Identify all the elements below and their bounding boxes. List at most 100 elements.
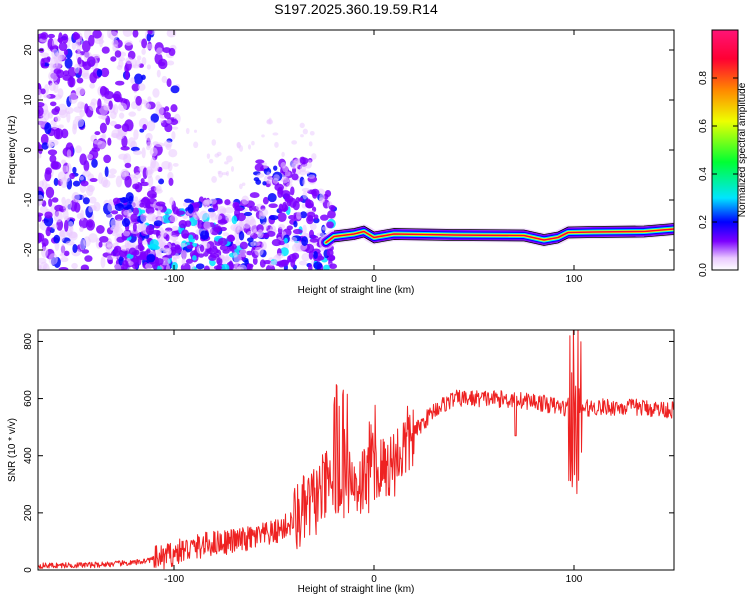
spectrogram-cell <box>45 186 55 199</box>
spectrogram-cell <box>115 80 125 86</box>
spectrogram-cell <box>110 224 118 231</box>
spectrogram-cell <box>141 56 147 66</box>
spectrogram-cell <box>69 172 76 180</box>
spectrogram-cell <box>291 162 297 170</box>
spectrogram-cell <box>58 124 64 129</box>
spectrogram-cell <box>80 209 85 221</box>
spectrogram-cell <box>261 241 267 251</box>
spectrogram-cell <box>103 104 110 111</box>
spectrogram-cell <box>211 139 217 146</box>
spectrogram-cell <box>274 141 279 148</box>
spectrogram-cell <box>58 42 68 52</box>
spectrogram-cell <box>49 101 57 107</box>
spectrogram-cell <box>38 105 44 117</box>
spectrogram-cell <box>63 250 70 257</box>
spectrogram-cell <box>213 204 219 212</box>
spectrogram-cell <box>147 96 152 102</box>
spectrogram-cell <box>87 220 94 228</box>
spectrogram-cell <box>154 52 163 65</box>
spectrogram-cell <box>59 256 69 263</box>
spectrogram-cell <box>295 196 301 204</box>
spectrogram-cell <box>164 123 173 133</box>
spectrogram-cell <box>84 103 89 114</box>
spectrogram-cell <box>62 74 72 81</box>
spectrogram-cell <box>96 225 105 234</box>
spectrogram-cell <box>299 211 308 219</box>
spectrogram-cell <box>110 250 121 257</box>
spectrogram-cell <box>114 50 122 58</box>
spectrogram-cell <box>263 165 268 169</box>
spectrogram-cell <box>125 57 134 65</box>
spectrogram-cell <box>190 262 195 270</box>
spectrogram-cell <box>220 263 230 270</box>
spectrogram-cell <box>68 92 78 104</box>
spectrogram-cell <box>137 236 143 246</box>
spectrogram-cell <box>130 213 138 223</box>
spectrogram-cell <box>277 212 287 223</box>
spectrogram-cell <box>205 243 211 249</box>
spectrogram-cell <box>268 203 278 209</box>
colorbar-gradient <box>711 29 739 271</box>
spectrogram-cell <box>64 106 74 115</box>
spectrogram-cell <box>121 218 131 227</box>
spectrogram-cell <box>38 144 43 155</box>
spectrogram-cell <box>296 211 302 220</box>
spectrogram-cell <box>246 237 254 243</box>
spectrogram-cell <box>81 249 90 254</box>
spectrogram-cell <box>76 118 85 127</box>
spectrogram-cell <box>145 166 153 179</box>
spectrogram-cell <box>146 120 156 132</box>
spectrogram-x-tick-label: 0 <box>371 274 377 285</box>
spectrogram-cell <box>301 253 310 262</box>
spectrogram-cell <box>68 231 78 241</box>
spectrogram-cell <box>224 206 235 214</box>
spectrogram-cell <box>142 124 147 131</box>
spectrogram-cell <box>239 249 248 258</box>
spectrogram-cell <box>40 58 45 69</box>
spectrogram-x-axis-label: Height of straight line (km) <box>298 285 415 296</box>
spectrogram-cell <box>41 142 49 150</box>
spectrogram-cell <box>323 264 330 270</box>
spectrogram-cell <box>72 180 81 187</box>
spectrogram-cell <box>316 232 325 237</box>
spectrogram-cell <box>92 30 102 39</box>
spectrogram-cell <box>152 88 160 98</box>
colorbar: 0.0 0.2 0.4 0.6 0.8 Normalized spectral ampl… <box>698 29 748 277</box>
spectrogram-cell <box>115 175 123 188</box>
spectrogram-cell <box>327 210 336 219</box>
spectrogram-cell <box>168 148 178 158</box>
spectrogram-cell <box>128 247 137 255</box>
spectrogram-cell <box>146 253 156 263</box>
spectrogram-cell <box>139 128 145 133</box>
spectrogram-blobs <box>38 30 338 270</box>
spectrogram-cell <box>253 177 260 182</box>
spectrogram-cell <box>230 166 235 172</box>
spectrogram-cell <box>184 220 192 227</box>
spectrogram-cell <box>124 175 132 188</box>
spectrogram-cell <box>308 229 315 239</box>
spectrogram-cell <box>299 260 308 266</box>
spectrogram-cell <box>54 106 61 113</box>
spectrogram-cell <box>40 88 46 95</box>
spectrogram-cell <box>80 180 89 187</box>
spectrogram-cell <box>44 211 53 219</box>
spectrogram-cell <box>171 225 179 231</box>
colorbar-tick-label: 0.0 <box>698 263 709 277</box>
spectrogram-cell <box>85 184 94 197</box>
spectrogram-cell <box>302 128 308 135</box>
spectrogram-cell <box>53 211 63 223</box>
spectrogram-cell <box>239 183 243 190</box>
spectrogram-cell <box>146 212 156 222</box>
spectrogram-cell <box>97 140 107 150</box>
spectrogram-cell <box>109 120 117 127</box>
spectrogram-cell <box>213 265 223 270</box>
spectrogram-cell <box>308 159 312 164</box>
spectrogram-ridge <box>319 222 674 250</box>
spectrogram-cell <box>46 226 52 231</box>
spectrogram-cell <box>55 127 61 140</box>
spectrogram-cell <box>161 160 171 170</box>
spectrogram-cell <box>217 205 227 216</box>
spectrogram-cell <box>79 153 87 166</box>
spectrogram-cell <box>146 145 151 151</box>
spectrogram-cell <box>225 170 229 177</box>
